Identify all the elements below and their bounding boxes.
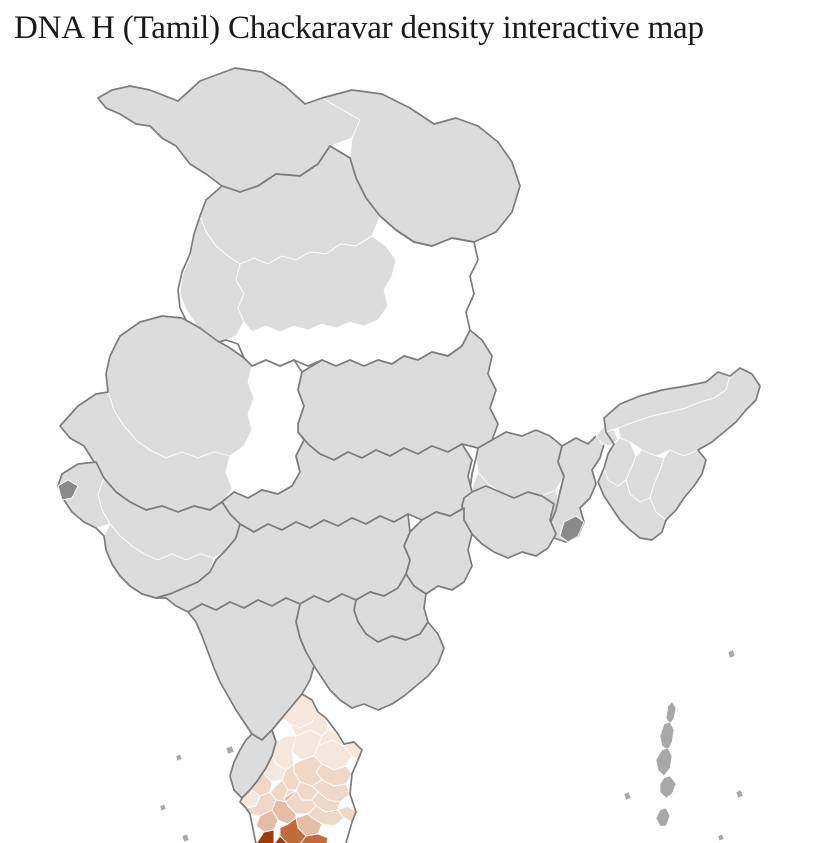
tamil-nadu-state-border xyxy=(239,693,363,843)
lakshadweep-islands xyxy=(159,745,235,843)
base-districts-layer xyxy=(57,67,761,799)
district-tenkasi xyxy=(256,829,275,843)
district-virudhunagar xyxy=(274,835,288,843)
district-madurai xyxy=(279,817,307,843)
andaman-nicobar-islands xyxy=(623,649,744,842)
page-title: DNA H (Tamil) Chackaravar density intera… xyxy=(14,10,704,46)
district-sivaganga xyxy=(300,833,329,843)
district-dharmapuri xyxy=(289,711,329,737)
tamil-nadu-choropleth-layer[interactable] xyxy=(239,693,363,843)
india-map-canvas[interactable] xyxy=(0,46,838,843)
india-district-map[interactable] xyxy=(0,46,838,843)
